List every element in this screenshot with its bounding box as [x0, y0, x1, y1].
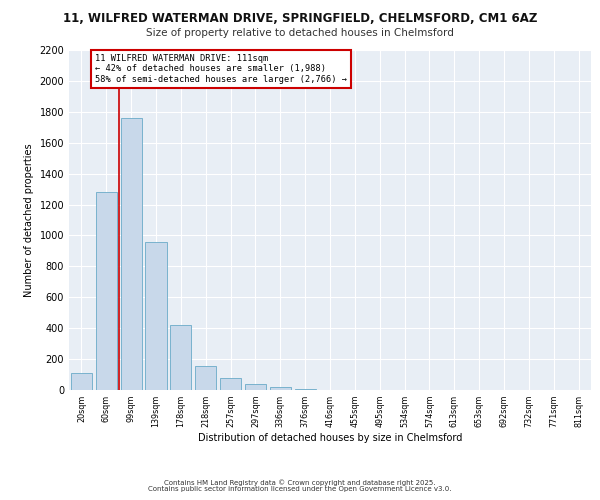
Text: Size of property relative to detached houses in Chelmsford: Size of property relative to detached ho… [146, 28, 454, 38]
Bar [245, 384, 266, 390]
X-axis label: Distribution of detached houses by size in Chelmsford: Distribution of detached houses by size … [198, 433, 462, 443]
Text: 11, WILFRED WATERMAN DRIVE, SPRINGFIELD, CHELMSFORD, CM1 6AZ: 11, WILFRED WATERMAN DRIVE, SPRINGFIELD,… [63, 12, 537, 26]
Bar [270, 387, 291, 390]
Bar [195, 366, 216, 390]
Text: 11 WILFRED WATERMAN DRIVE: 111sqm
← 42% of detached houses are smaller (1,988)
5: 11 WILFRED WATERMAN DRIVE: 111sqm ← 42% … [95, 54, 347, 84]
Text: Contains HM Land Registry data © Crown copyright and database right 2025.
Contai: Contains HM Land Registry data © Crown c… [148, 479, 452, 492]
Bar [295, 389, 316, 390]
Bar [170, 325, 191, 390]
Y-axis label: Number of detached properties: Number of detached properties [24, 143, 34, 297]
Bar [96, 192, 117, 390]
Bar [121, 118, 142, 390]
Bar [145, 242, 167, 390]
Bar [220, 378, 241, 390]
Bar [71, 373, 92, 390]
